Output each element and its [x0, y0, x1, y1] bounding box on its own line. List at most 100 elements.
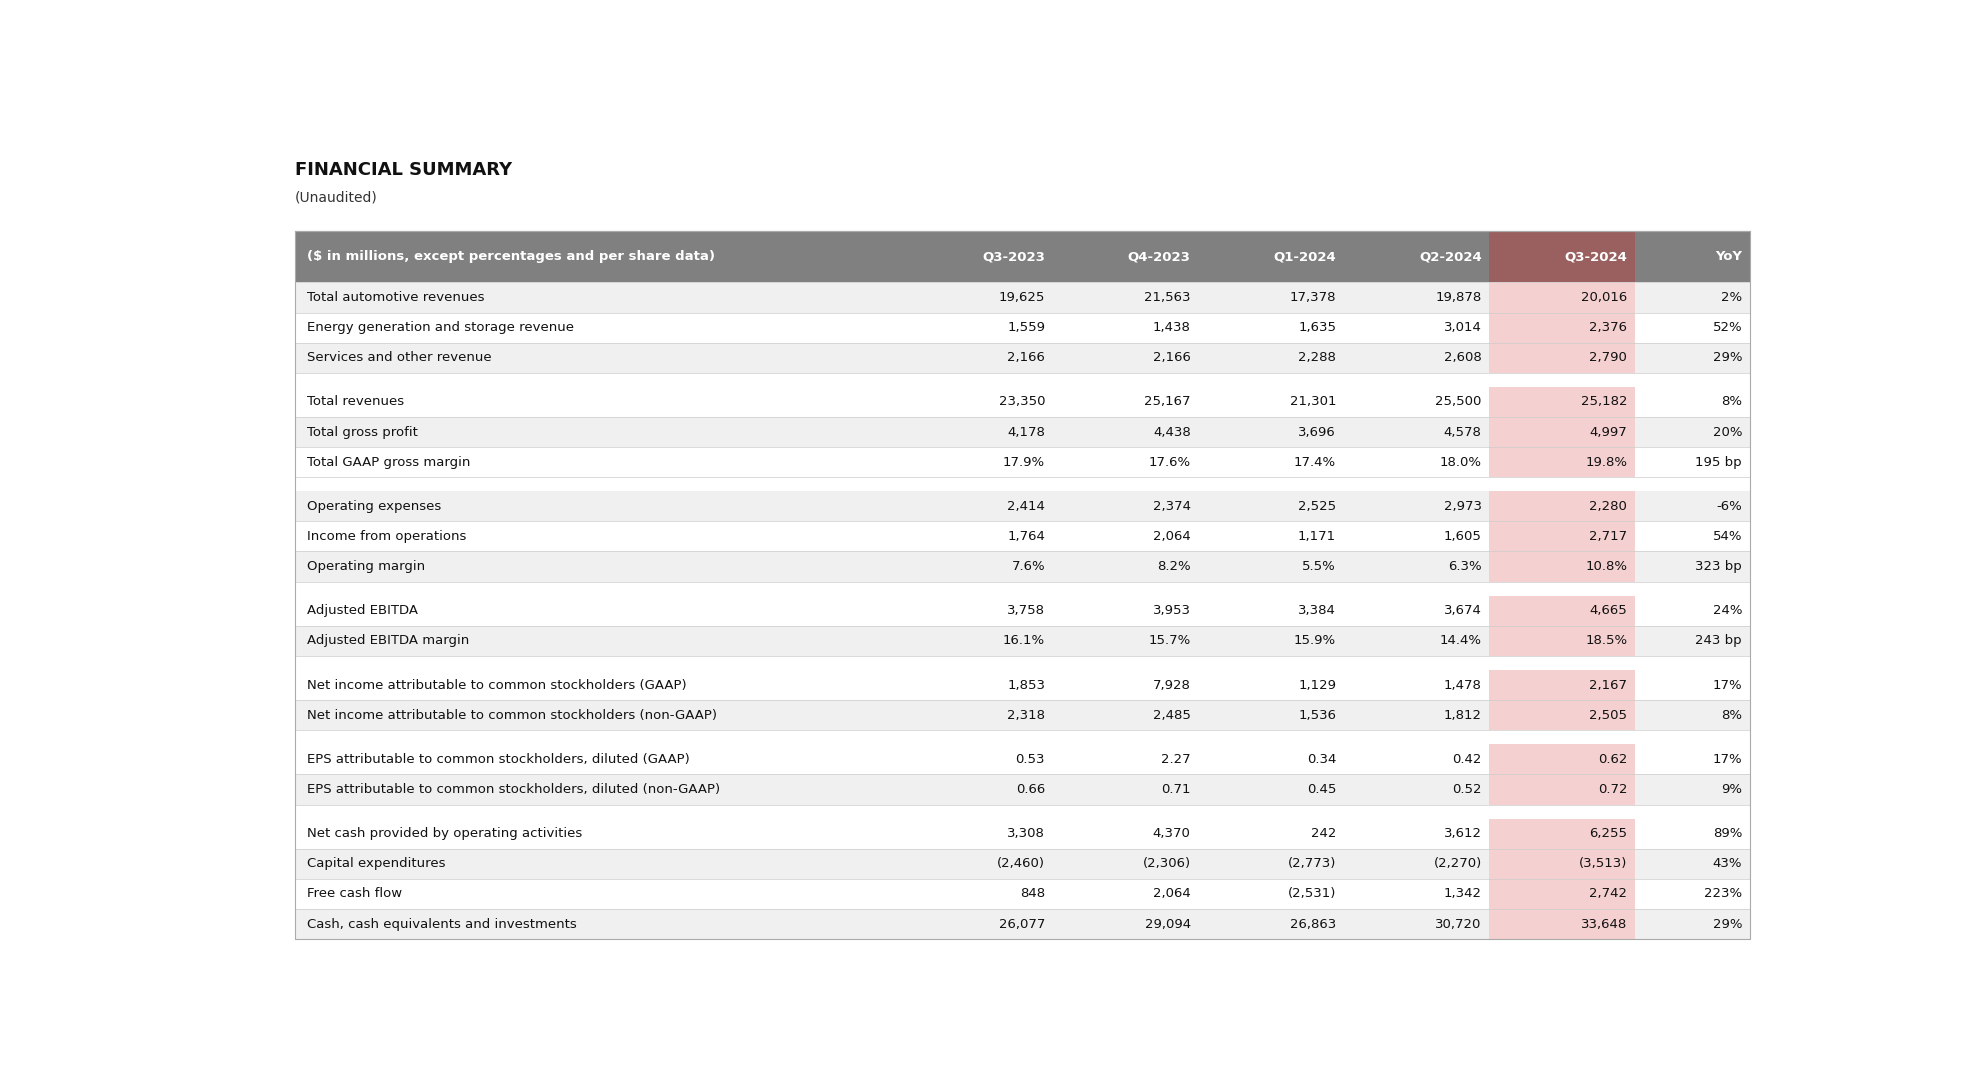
Bar: [1053, 387, 1198, 417]
Bar: [1343, 231, 1490, 282]
Text: 8%: 8%: [1721, 396, 1743, 408]
Bar: [1198, 909, 1343, 939]
Bar: [908, 447, 1053, 477]
Bar: [1343, 819, 1490, 849]
Text: -6%: -6%: [1717, 500, 1743, 513]
Text: 0.45: 0.45: [1307, 783, 1335, 796]
Bar: [1198, 447, 1343, 477]
Text: 2,790: 2,790: [1590, 352, 1627, 365]
Bar: [908, 387, 1053, 417]
Bar: [1343, 312, 1490, 343]
Bar: [908, 744, 1053, 774]
Bar: [908, 656, 1053, 670]
Bar: [294, 387, 908, 417]
Text: 5.5%: 5.5%: [1301, 560, 1335, 573]
Bar: [1053, 492, 1198, 522]
Text: 7.6%: 7.6%: [1011, 560, 1045, 573]
Text: Net cash provided by operating activities: Net cash provided by operating activitie…: [306, 827, 582, 840]
Text: 848: 848: [1019, 887, 1045, 900]
Bar: [1053, 312, 1198, 343]
Text: 3,612: 3,612: [1445, 827, 1482, 840]
Text: 19.8%: 19.8%: [1586, 455, 1627, 468]
Bar: [294, 447, 908, 477]
Bar: [1198, 819, 1343, 849]
Bar: [1635, 552, 1751, 582]
Bar: [1053, 282, 1198, 312]
Bar: [1490, 417, 1635, 447]
Bar: [908, 582, 1053, 595]
Bar: [1490, 477, 1635, 492]
Text: 3,384: 3,384: [1298, 604, 1335, 617]
Bar: [1635, 447, 1751, 477]
Text: 1,812: 1,812: [1445, 709, 1482, 722]
Bar: [908, 343, 1053, 373]
Text: 6,255: 6,255: [1590, 827, 1627, 840]
Bar: [1343, 730, 1490, 744]
Text: 223%: 223%: [1705, 887, 1743, 900]
Text: 17.4%: 17.4%: [1294, 455, 1335, 468]
Text: 1,171: 1,171: [1298, 530, 1335, 543]
Bar: [1343, 477, 1490, 492]
Bar: [1053, 849, 1198, 879]
Bar: [1343, 774, 1490, 805]
Bar: [1490, 373, 1635, 387]
Bar: [294, 805, 908, 819]
Text: 54%: 54%: [1713, 530, 1743, 543]
Text: 29,094: 29,094: [1145, 917, 1190, 930]
Text: Adjusted EBITDA: Adjusted EBITDA: [306, 604, 417, 617]
Text: 1,635: 1,635: [1298, 321, 1335, 335]
Text: FINANCIAL SUMMARY: FINANCIAL SUMMARY: [294, 161, 513, 180]
Bar: [294, 231, 908, 282]
Text: 25,167: 25,167: [1145, 396, 1190, 408]
Bar: [1490, 522, 1635, 552]
Bar: [1053, 700, 1198, 730]
Text: Q3-2023: Q3-2023: [982, 250, 1045, 263]
Bar: [908, 231, 1053, 282]
Text: 25,500: 25,500: [1435, 396, 1482, 408]
Text: 4,178: 4,178: [1007, 425, 1045, 438]
Text: (3,513): (3,513): [1580, 857, 1627, 870]
Bar: [1343, 805, 1490, 819]
Text: Q1-2024: Q1-2024: [1274, 250, 1335, 263]
Text: 29%: 29%: [1713, 352, 1743, 365]
Bar: [1635, 477, 1751, 492]
Text: 15.7%: 15.7%: [1148, 634, 1190, 648]
Text: Q3-2024: Q3-2024: [1564, 250, 1627, 263]
Text: Cash, cash equivalents and investments: Cash, cash equivalents and investments: [306, 917, 576, 930]
Bar: [294, 582, 908, 595]
Text: 2,318: 2,318: [1007, 709, 1045, 722]
Bar: [1343, 582, 1490, 595]
Bar: [1198, 373, 1343, 387]
Bar: [1490, 387, 1635, 417]
Text: 0.52: 0.52: [1452, 783, 1482, 796]
Text: 1,438: 1,438: [1152, 321, 1190, 335]
Bar: [1490, 730, 1635, 744]
Text: 2,064: 2,064: [1152, 530, 1190, 543]
Text: Income from operations: Income from operations: [306, 530, 467, 543]
Text: 6.3%: 6.3%: [1449, 560, 1482, 573]
Bar: [1635, 417, 1751, 447]
Bar: [1490, 447, 1635, 477]
Text: 243 bp: 243 bp: [1695, 634, 1743, 648]
Bar: [1343, 373, 1490, 387]
Bar: [1053, 343, 1198, 373]
Bar: [1343, 656, 1490, 670]
Text: Net income attributable to common stockholders (GAAP): Net income attributable to common stockh…: [306, 679, 688, 692]
Text: 24%: 24%: [1713, 604, 1743, 617]
Text: 18.5%: 18.5%: [1586, 634, 1627, 648]
Text: 1,559: 1,559: [1007, 321, 1045, 335]
Bar: [1343, 849, 1490, 879]
Bar: [1343, 522, 1490, 552]
Text: 2,973: 2,973: [1445, 500, 1482, 513]
Text: 2,167: 2,167: [1590, 679, 1627, 692]
Bar: [1635, 343, 1751, 373]
Bar: [1053, 670, 1198, 700]
Bar: [1490, 744, 1635, 774]
Bar: [1490, 849, 1635, 879]
Text: 17%: 17%: [1713, 753, 1743, 765]
Text: 21,301: 21,301: [1290, 396, 1335, 408]
Text: Free cash flow: Free cash flow: [306, 887, 401, 900]
Bar: [1490, 231, 1635, 282]
Bar: [1343, 670, 1490, 700]
Text: 1,129: 1,129: [1298, 679, 1335, 692]
